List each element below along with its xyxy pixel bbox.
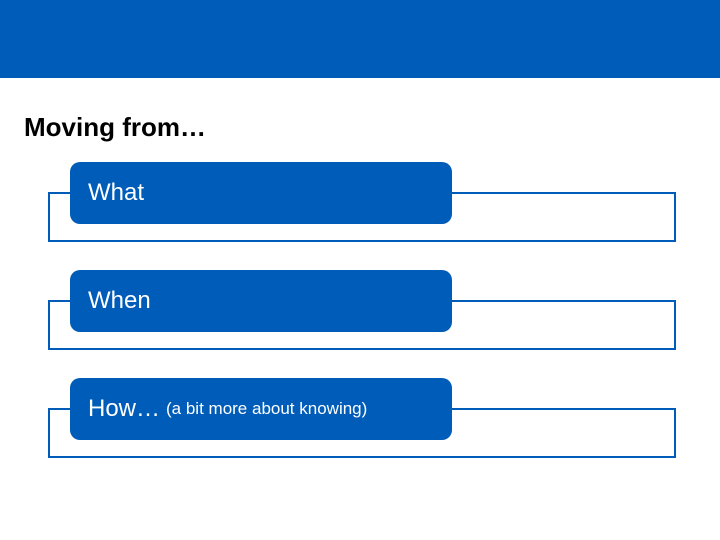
pill-main-2: How… bbox=[88, 395, 160, 423]
slide-title: Moving from… bbox=[24, 112, 206, 143]
pill-main-0: What bbox=[88, 179, 144, 207]
header-bar bbox=[0, 0, 720, 78]
pill-main-1: When bbox=[88, 287, 151, 315]
row-pill-2: How… (a bit more about knowing) bbox=[70, 378, 452, 440]
slide-title-text: Moving from… bbox=[24, 112, 206, 142]
row-pill-0: What bbox=[70, 162, 452, 224]
row-pill-1: When bbox=[70, 270, 452, 332]
pill-sub-2: (a bit more about knowing) bbox=[166, 399, 367, 419]
